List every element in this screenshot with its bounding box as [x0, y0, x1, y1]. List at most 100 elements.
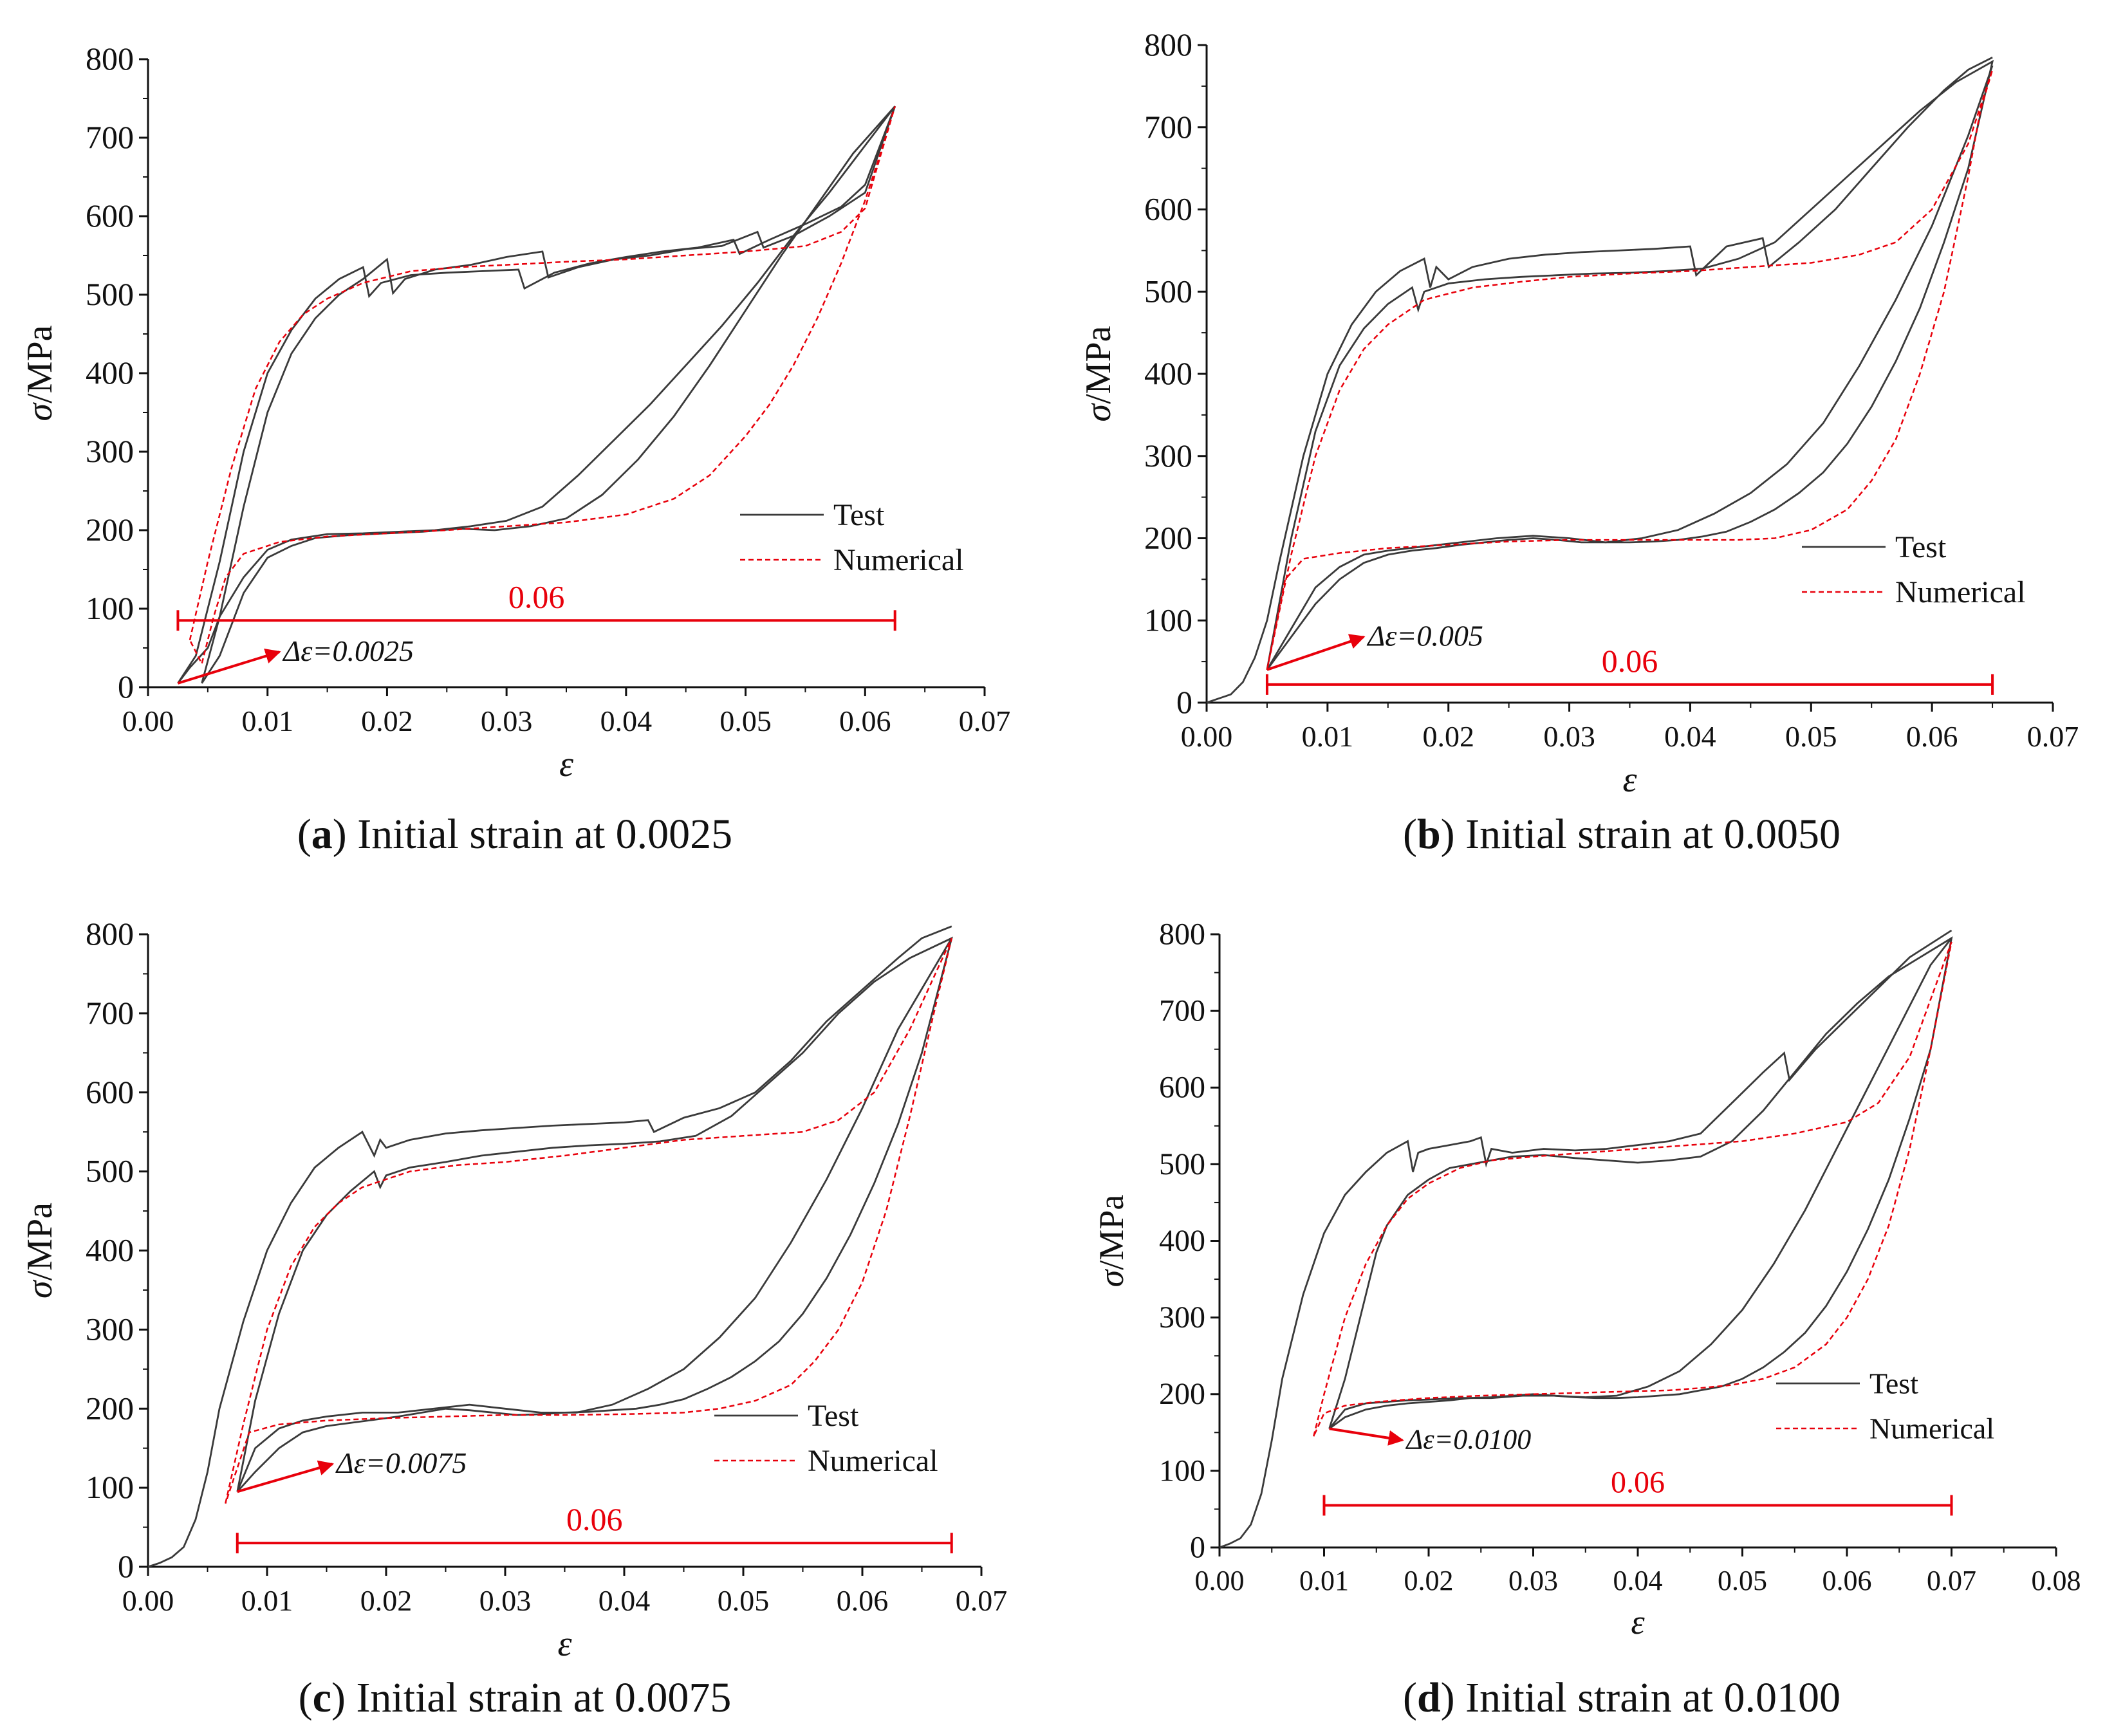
y-axis-unit: /MPa [1079, 326, 1118, 403]
x-tick-label: 0.02 [1422, 720, 1474, 753]
caption-open: ( [297, 811, 311, 858]
y-tick-label: 600 [1144, 191, 1192, 227]
x-tick-label: 0.05 [719, 705, 772, 737]
legend-test-label: Test [808, 1399, 859, 1433]
y-tick-label: 0 [1176, 684, 1192, 720]
test-series-line [236, 936, 953, 1493]
y-tick-label: 200 [86, 1390, 134, 1426]
x-tick-label: 0.06 [837, 1584, 889, 1617]
y-tick-label: 400 [1159, 1224, 1205, 1258]
test-series-line [1219, 929, 1952, 1549]
delta-arrow [177, 649, 281, 685]
y-tick-label: 400 [1144, 355, 1192, 391]
x-tick-label: 0.06 [839, 705, 891, 737]
delta-label: Δε=0.005 [1366, 620, 1483, 652]
y-tick-label: 300 [1144, 438, 1192, 474]
y-tick-label: 600 [86, 1074, 134, 1110]
span-label: 0.06 [1611, 1465, 1665, 1499]
caption-open: ( [1403, 811, 1417, 858]
legend-test-label: Test [1895, 530, 1947, 564]
caption-text: Initial strain at 0.0100 [1465, 1674, 1841, 1721]
y-axis-title: σ/MPa [1079, 326, 1118, 421]
y-tick-label: 800 [1144, 26, 1192, 62]
caption-close: ) [1441, 811, 1465, 858]
y-tick-label: 300 [86, 1311, 134, 1347]
delta-label: Δε=0.0100 [1405, 1423, 1531, 1455]
y-tick-label: 100 [1144, 602, 1192, 638]
panel-c: 0.00 0.01 0.02 0.03 0.04 0.05 0.06 0.07 0 100 200 3… [20, 916, 1007, 1721]
delta-arrow [1266, 634, 1366, 671]
caption-close: ) [1441, 1674, 1465, 1721]
legend-numerical-label: Numerical [808, 1444, 938, 1478]
delta-label: Δε=0.0075 [335, 1446, 467, 1479]
y-axis-symbol: σ [1092, 1268, 1131, 1287]
legend-test-label: Test [1869, 1367, 1918, 1399]
y-axis-title: σ/MPa [1092, 1195, 1131, 1288]
x-axis-title: ε [557, 1624, 572, 1664]
x-tick-label: 0.08 [2032, 1565, 2081, 1596]
x-tick-label: 0.05 [718, 1584, 770, 1617]
test-series-line [1206, 56, 1993, 704]
legend-numerical-label: Numerical [1869, 1412, 1994, 1445]
test-series-line [1328, 936, 1953, 1430]
test-series-line [147, 925, 952, 1568]
numerical-series-line [189, 106, 896, 666]
x-tick-label: 0.00 [1181, 720, 1233, 753]
legend-numerical-label: Numerical [1895, 575, 2026, 609]
panel-caption: (c) Initial strain at 0.0075 [299, 1674, 732, 1721]
x-tick-label: 0.06 [1822, 1565, 1872, 1596]
x-tick-label: 0.06 [1906, 720, 1958, 753]
x-tick-label: 0.03 [481, 705, 533, 737]
x-tick-label: 0.01 [241, 1584, 293, 1617]
test-series-line [236, 937, 953, 1492]
y-tick-label: 200 [86, 512, 134, 548]
y-tick-label: 300 [86, 433, 134, 469]
x-tick-label: 0.03 [1508, 1565, 1558, 1596]
caption-close: ) [333, 811, 357, 858]
y-tick-label: 0 [1190, 1530, 1205, 1564]
y-tick-label: 700 [1159, 994, 1205, 1028]
caption-open: ( [299, 1674, 313, 1721]
y-tick-label: 800 [86, 41, 134, 77]
y-tick-label: 100 [86, 1469, 134, 1505]
y-tick-label: 800 [86, 916, 134, 952]
x-tick-label: 0.03 [1543, 720, 1595, 753]
x-tick-label: 0.00 [122, 705, 174, 737]
y-axis-unit: /MPa [20, 1203, 60, 1280]
y-tick-label: 700 [1144, 109, 1192, 145]
y-axis-symbol: σ [20, 402, 60, 421]
y-tick-label: 700 [86, 119, 134, 155]
x-axis-title: ε [559, 744, 574, 784]
x-tick-label: 0.07 [2027, 720, 2079, 753]
y-tick-label: 400 [86, 1232, 134, 1268]
y-tick-label: 600 [86, 198, 134, 234]
x-tick-label: 0.03 [479, 1584, 532, 1617]
x-tick-label: 0.01 [1302, 720, 1354, 753]
y-tick-label: 100 [1159, 1454, 1205, 1488]
numerical-series-line [225, 937, 953, 1504]
panel-b: 0.00 0.01 0.02 0.03 0.04 0.05 0.06 0.07 0 100 200 3… [1079, 26, 2079, 858]
y-tick-label: 500 [86, 1153, 134, 1189]
y-tick-label: 0 [118, 1548, 134, 1584]
caption-text: Initial strain at 0.0075 [356, 1674, 731, 1721]
x-tick-label: 0.04 [600, 705, 653, 737]
y-axis-symbol: σ [1079, 402, 1118, 421]
x-tick-label: 0.01 [1299, 1565, 1349, 1596]
delta-arrow [237, 1460, 335, 1493]
y-axis-title: σ/MPa [20, 1203, 60, 1298]
x-tick-label: 0.00 [1195, 1565, 1245, 1596]
x-tick-label: 0.02 [1404, 1565, 1454, 1596]
delta-label: Δε=0.0025 [282, 634, 414, 667]
y-tick-label: 400 [86, 355, 134, 391]
panel-d: 0.00 0.01 0.02 0.03 0.04 0.05 0.06 0.07 0.08 0 100… [1092, 917, 2081, 1721]
y-tick-label: 700 [86, 995, 134, 1031]
y-tick-label: 300 [1159, 1300, 1205, 1334]
x-tick-label: 0.04 [1613, 1565, 1663, 1596]
x-tick-label: 0.02 [361, 705, 413, 737]
y-tick-label: 800 [1159, 917, 1205, 951]
y-tick-label: 600 [1159, 1071, 1205, 1105]
x-tick-label: 0.02 [360, 1584, 413, 1617]
y-tick-label: 0 [118, 669, 134, 705]
span-label: 0.06 [508, 578, 565, 614]
span-label: 0.06 [1602, 643, 1658, 679]
